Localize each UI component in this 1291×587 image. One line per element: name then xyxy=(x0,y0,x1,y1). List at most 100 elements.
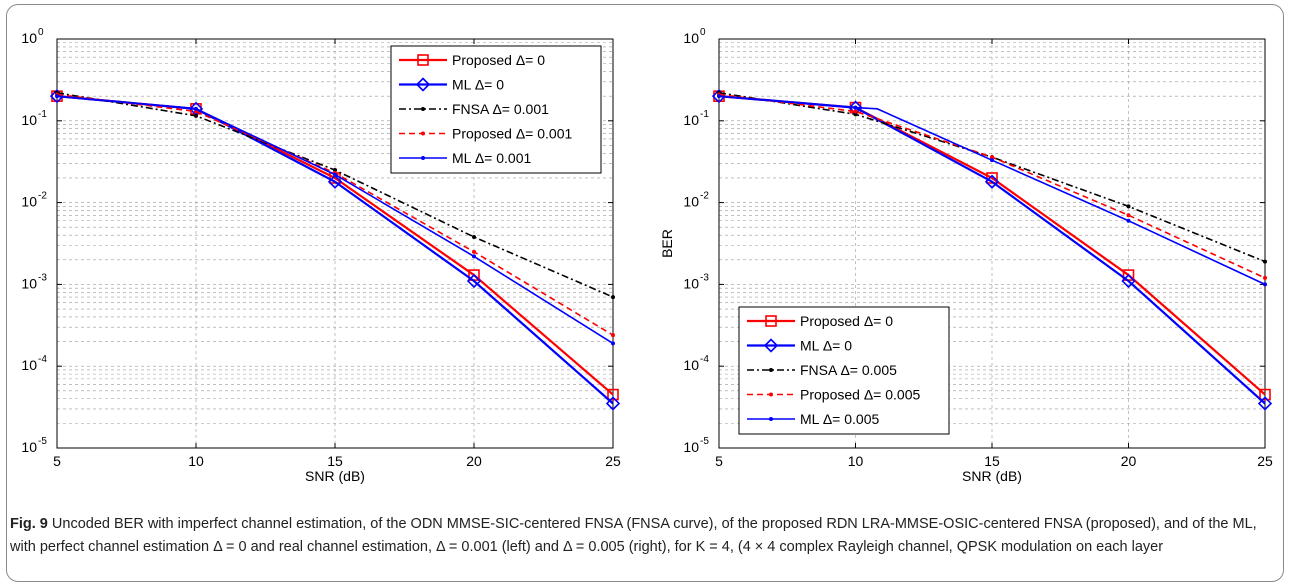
data-point xyxy=(611,341,615,346)
legend-item: FNSA Δ= 0.005 xyxy=(747,362,897,378)
legend-marker xyxy=(765,315,777,327)
legend-marker xyxy=(421,156,425,160)
data-point xyxy=(1259,388,1271,401)
legend: Proposed Δ= 0 ML Δ= 0 FNSA Δ= 0.001 Propose… xyxy=(390,45,602,174)
y-tick-label: 10 xyxy=(21,439,37,455)
legend-label: FNSA Δ= 0.001 xyxy=(452,101,549,117)
y-axis-label: BER xyxy=(659,229,675,258)
data-point xyxy=(466,273,482,289)
legend-item: ML Δ= 0.001 xyxy=(399,150,531,166)
data-point xyxy=(1263,259,1267,264)
y-tick-exponent: -4 xyxy=(700,354,709,365)
data-point xyxy=(194,106,198,111)
figure-frame xyxy=(6,4,1284,582)
data-point xyxy=(472,254,476,259)
data-point xyxy=(472,234,476,239)
data-point xyxy=(984,174,1000,189)
y-tick-label: 10 xyxy=(683,439,699,455)
legend-item: Proposed Δ= 0 xyxy=(747,313,893,329)
x-tick-label: 15 xyxy=(327,453,343,469)
y-tick-exponent: -4 xyxy=(38,354,47,365)
legend-label: FNSA Δ= 0.005 xyxy=(800,362,897,378)
y-tick-exponent: -5 xyxy=(700,436,709,447)
data-point xyxy=(1263,282,1267,287)
legend-marker xyxy=(415,77,431,92)
legend-label: ML Δ= 0 xyxy=(800,338,852,354)
data-point xyxy=(853,112,858,117)
y-tick-exponent: -2 xyxy=(700,191,709,202)
x-tick-label: 5 xyxy=(715,453,723,469)
legend-label: ML Δ= 0 xyxy=(452,77,504,93)
data-point xyxy=(55,94,59,99)
legend-label: Proposed Δ= 0.001 xyxy=(452,126,572,142)
data-point xyxy=(1126,204,1131,209)
legend-marker xyxy=(421,131,425,136)
caption-text: Uncoded BER with imperfect channel estim… xyxy=(10,516,1257,555)
y-tick-exponent: 0 xyxy=(700,27,706,38)
y-tick-exponent: -1 xyxy=(700,109,709,120)
data-point xyxy=(607,388,619,401)
data-point xyxy=(990,158,994,163)
series-5 xyxy=(55,94,615,346)
data-point xyxy=(611,333,615,338)
x-tick-label: 25 xyxy=(1257,453,1273,469)
x-tick-label: 10 xyxy=(848,453,864,469)
grid-lines xyxy=(57,39,613,448)
x-tick-label: 5 xyxy=(53,453,61,469)
y-tick-exponent: -1 xyxy=(38,109,47,120)
y-tick-label: 10 xyxy=(21,357,37,373)
x-tick-label: 25 xyxy=(605,453,621,469)
legend-marker xyxy=(769,368,773,372)
legend-label: ML Δ= 0.005 xyxy=(800,411,879,427)
data-point xyxy=(472,249,476,254)
x-tick-label: 20 xyxy=(466,453,482,469)
legend-label: ML Δ= 0.001 xyxy=(452,150,531,166)
legend-item: Proposed Δ= 0.005 xyxy=(747,387,920,403)
y-tick-label: 10 xyxy=(683,357,699,373)
legend-label: Proposed Δ= 0.005 xyxy=(800,387,920,403)
data-point xyxy=(853,109,858,114)
legend-marker xyxy=(769,417,773,421)
legend-item: ML Δ= 0 xyxy=(747,338,852,354)
legend-item: FNSA Δ= 0.001 xyxy=(399,101,549,117)
y-tick-label: 10 xyxy=(683,112,699,128)
y-tick-exponent: -2 xyxy=(38,191,47,202)
legend-item: Proposed Δ= 0 xyxy=(399,52,545,68)
data-point xyxy=(1263,275,1267,280)
data-point xyxy=(853,105,858,110)
legend-label: Proposed Δ= 0 xyxy=(800,313,893,329)
y-tick-label: 10 xyxy=(21,30,37,46)
x-tick-label: 20 xyxy=(1121,453,1137,469)
data-point xyxy=(1121,273,1136,289)
data-point xyxy=(717,94,721,99)
legend-marker xyxy=(421,107,425,111)
y-tick-label: 10 xyxy=(683,275,699,291)
x-tick-label: 15 xyxy=(984,453,1000,469)
x-tick-label: 10 xyxy=(188,453,204,469)
data-point xyxy=(333,168,337,173)
caption-label: Fig. 9 xyxy=(10,516,48,532)
y-tick-label: 10 xyxy=(683,194,699,210)
y-tick-label: 10 xyxy=(21,194,37,210)
data-point xyxy=(611,295,615,300)
legend-item: ML Δ= 0.005 xyxy=(747,411,879,427)
series-5 xyxy=(717,94,1267,287)
y-tick-exponent: -5 xyxy=(38,436,47,447)
legend-marker xyxy=(763,338,779,353)
legend-label: Proposed Δ= 0 xyxy=(452,52,545,68)
x-axis-label: SNR (dB) xyxy=(305,468,365,484)
legend-item: ML Δ= 0 xyxy=(399,77,504,93)
legend-item: Proposed Δ= 0.001 xyxy=(399,126,572,142)
series-line xyxy=(718,95,1266,286)
data-point xyxy=(1257,396,1273,411)
data-point xyxy=(990,155,994,160)
y-tick-exponent: -3 xyxy=(700,272,709,283)
data-point xyxy=(605,396,621,411)
data-point xyxy=(1126,213,1131,218)
y-tick-exponent: -3 xyxy=(38,272,47,283)
legend-marker xyxy=(417,54,429,66)
legend: Proposed Δ= 0 ML Δ= 0 FNSA Δ= 0.005 Propose… xyxy=(738,306,950,435)
